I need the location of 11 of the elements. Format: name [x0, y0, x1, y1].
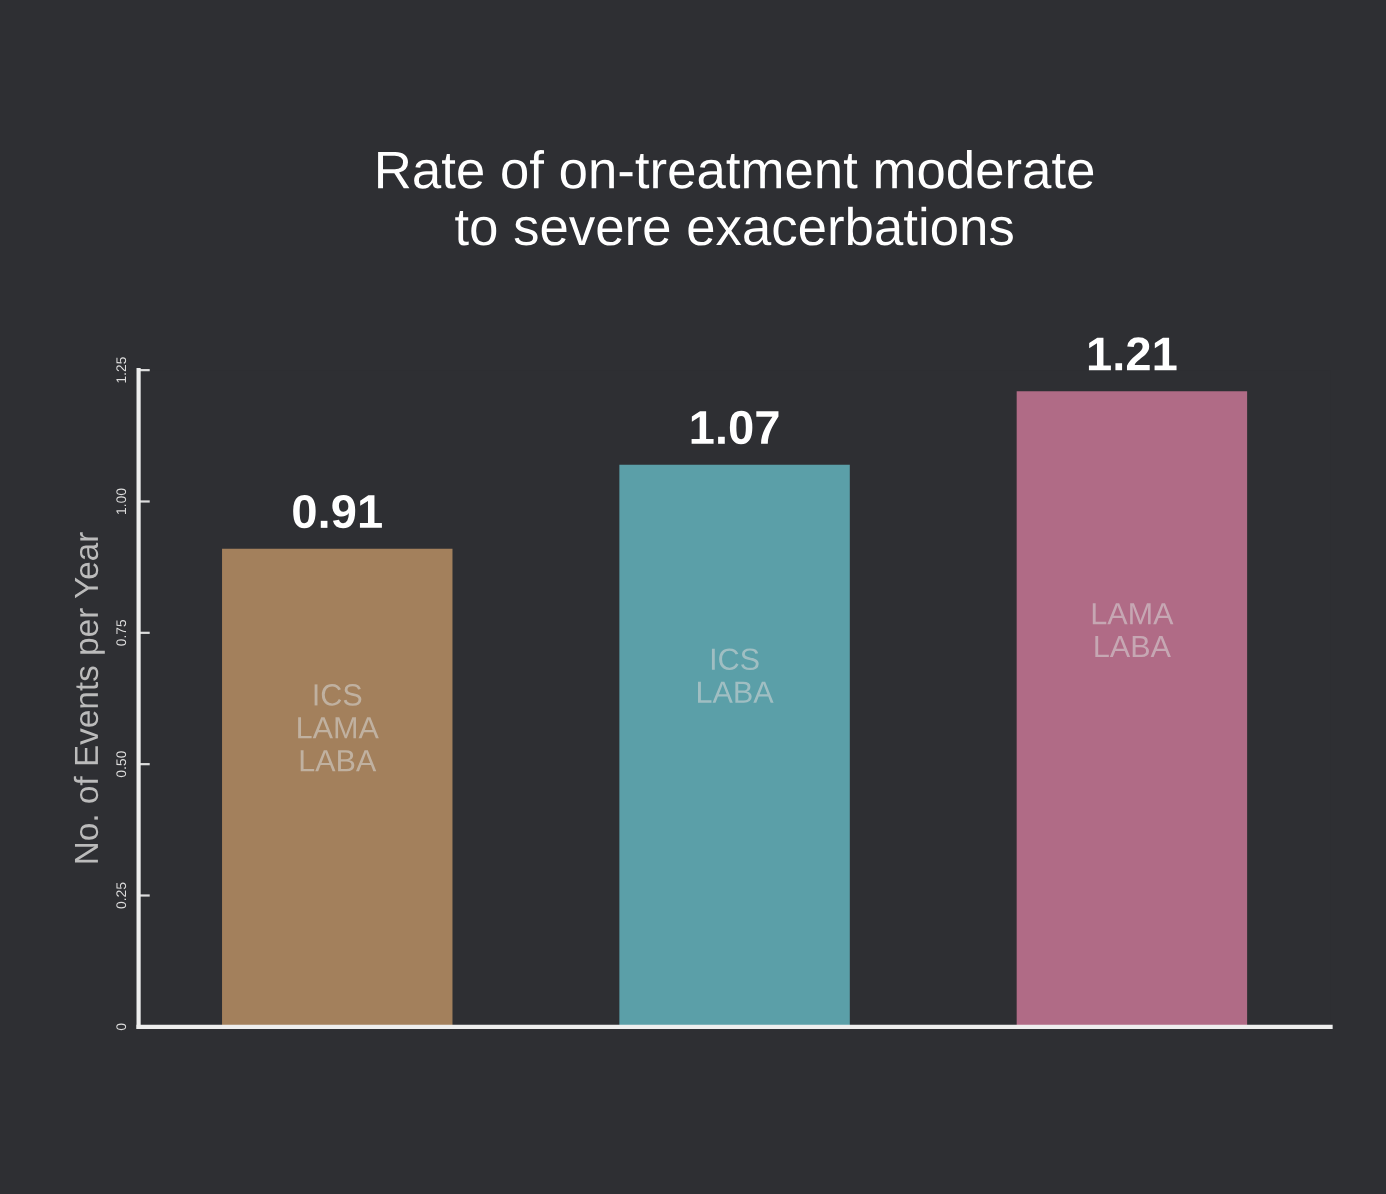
chart-title: Rate of on-treatment moderate to severe exacerbations	[378, 149, 1094, 246]
data-label: 1.07	[691, 410, 779, 445]
bar	[222, 548, 453, 1027]
bar	[1016, 391, 1248, 1027]
x-tick-label: ICS LABA	[698, 648, 774, 703]
data-label: 1.21	[1088, 337, 1177, 371]
bar	[619, 464, 850, 1027]
x-tick-label: ICS LAMA LABA	[298, 684, 379, 772]
y-axis-title: No. of Events per Year	[73, 532, 105, 863]
data-label: 0.91	[293, 494, 382, 529]
x-tick-label: LAMA LABA	[1092, 603, 1174, 658]
